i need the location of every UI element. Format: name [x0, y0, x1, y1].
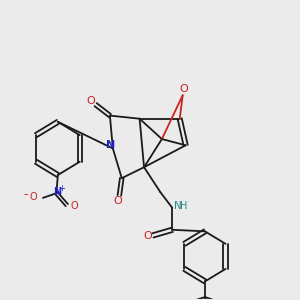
- Text: O: O: [179, 84, 188, 94]
- Text: H: H: [181, 201, 188, 211]
- Text: +: +: [58, 184, 64, 193]
- Text: N: N: [53, 187, 61, 197]
- Text: N: N: [106, 140, 115, 150]
- Text: O: O: [30, 192, 37, 202]
- Text: O: O: [113, 196, 122, 206]
- Text: O: O: [70, 201, 78, 211]
- Text: -: -: [24, 188, 28, 201]
- Text: O: O: [143, 231, 152, 241]
- Text: N: N: [174, 201, 182, 211]
- Text: O: O: [86, 96, 95, 106]
